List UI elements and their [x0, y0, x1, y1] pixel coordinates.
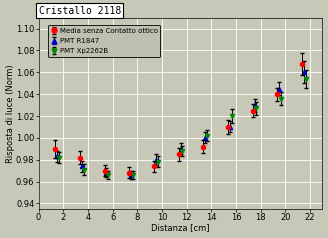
X-axis label: Distanza [cm]: Distanza [cm] [151, 223, 210, 233]
Y-axis label: Risposta di luce (Norm): Risposta di luce (Norm) [6, 64, 14, 163]
Text: Cristallo 2118: Cristallo 2118 [39, 5, 121, 15]
Legend: Media senza Contatto ottico, PMT R1847, PMT Xp2262B: Media senza Contatto ottico, PMT R1847, … [48, 25, 160, 57]
